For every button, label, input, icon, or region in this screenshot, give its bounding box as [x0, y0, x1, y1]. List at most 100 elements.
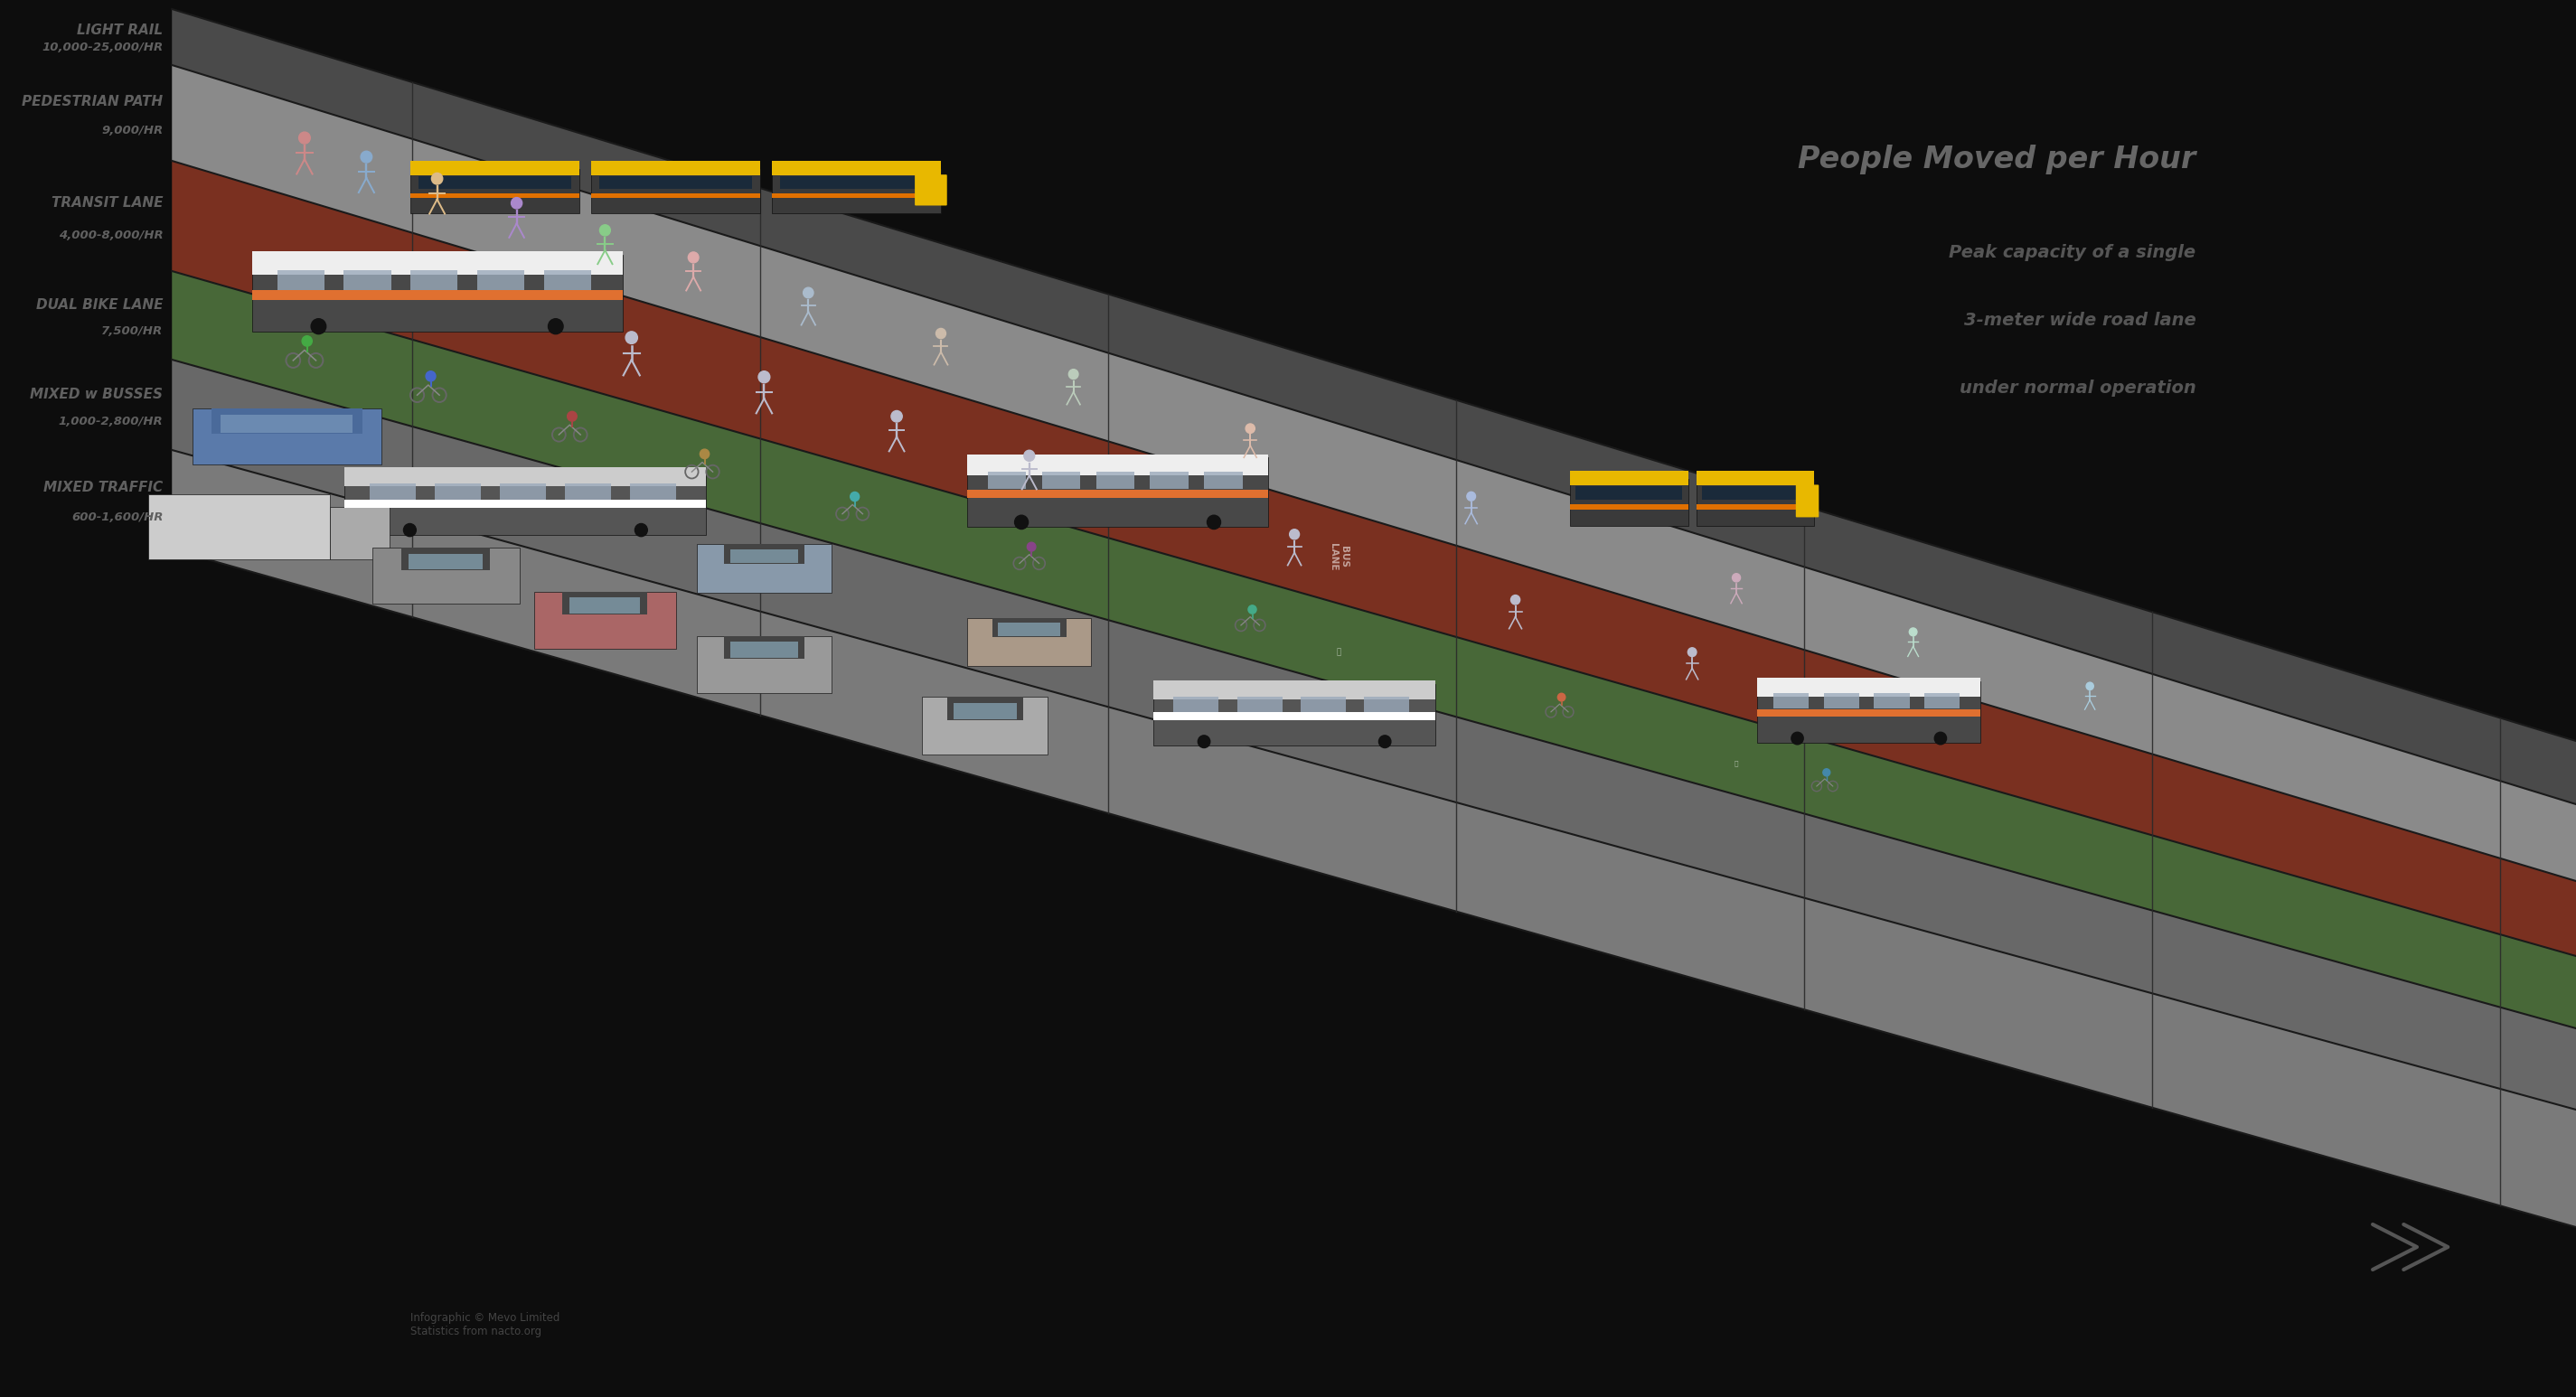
Bar [969, 454, 1267, 475]
Circle shape [1731, 574, 1741, 583]
Circle shape [1378, 735, 1391, 747]
Bar [1095, 472, 1133, 489]
Bar [992, 617, 1066, 637]
Bar [1772, 693, 1808, 708]
Polygon shape [173, 450, 2576, 1227]
Bar [564, 483, 611, 499]
Bar [1695, 504, 1814, 510]
Text: 1,000-2,800/HR: 1,000-2,800/HR [59, 415, 162, 427]
Bar [149, 495, 330, 559]
Bar [368, 483, 415, 499]
Text: under normal operation: under normal operation [1960, 380, 2195, 397]
Bar [330, 507, 389, 559]
Bar [773, 169, 940, 214]
Bar [252, 256, 623, 331]
Bar [420, 176, 572, 189]
Polygon shape [173, 8, 2576, 805]
Bar [345, 471, 706, 535]
Bar [969, 489, 1267, 497]
Text: 🚲: 🚲 [1734, 760, 1739, 767]
Text: 10,000-25,000/HR: 10,000-25,000/HR [41, 42, 162, 53]
Circle shape [1291, 529, 1298, 539]
Bar [1757, 710, 1981, 717]
Bar [410, 553, 482, 569]
Circle shape [935, 328, 945, 338]
Circle shape [1466, 492, 1476, 500]
Text: 600-1,600/HR: 600-1,600/HR [72, 511, 162, 524]
Circle shape [757, 372, 770, 383]
Bar [1569, 479, 1687, 525]
Bar [1154, 680, 1435, 700]
Bar [410, 169, 580, 214]
Bar [562, 592, 647, 615]
Bar [1824, 693, 1860, 708]
Bar [696, 636, 832, 693]
Polygon shape [173, 66, 2576, 882]
Bar [1569, 504, 1687, 510]
Bar [477, 271, 526, 289]
Circle shape [1935, 732, 1947, 745]
Bar [544, 271, 590, 289]
Polygon shape [173, 359, 2576, 1109]
Circle shape [1824, 768, 1829, 777]
Circle shape [301, 335, 312, 346]
Bar [1924, 693, 1960, 708]
Bar [629, 483, 675, 499]
Circle shape [1510, 595, 1520, 605]
Bar [252, 291, 623, 299]
Bar [410, 193, 580, 198]
Bar [1695, 471, 1814, 486]
Text: TRANSIT LANE: TRANSIT LANE [52, 196, 162, 210]
Circle shape [567, 412, 577, 422]
Text: 3-meter wide road lane: 3-meter wide road lane [1963, 312, 2195, 328]
FancyBboxPatch shape [1795, 485, 1819, 517]
Text: MIXED TRAFFIC: MIXED TRAFFIC [44, 481, 162, 495]
Bar [402, 548, 489, 570]
Circle shape [1558, 693, 1566, 701]
Bar [500, 483, 546, 499]
Circle shape [1790, 732, 1803, 745]
Bar [1203, 472, 1242, 489]
Circle shape [361, 151, 371, 162]
Bar [345, 467, 706, 486]
Bar [1154, 712, 1435, 719]
Circle shape [1015, 515, 1028, 529]
Bar [252, 251, 623, 274]
Text: BUS
LANE: BUS LANE [1329, 543, 1347, 571]
Bar [410, 271, 459, 289]
Bar [590, 169, 760, 214]
Circle shape [634, 524, 647, 536]
Text: 🚲: 🚲 [1337, 648, 1342, 657]
Bar [1873, 693, 1909, 708]
Circle shape [688, 251, 698, 263]
Circle shape [1247, 423, 1255, 433]
Bar [1041, 472, 1079, 489]
Circle shape [404, 524, 417, 536]
Text: PEDESTRIAN PATH: PEDESTRIAN PATH [23, 95, 162, 108]
Bar [1175, 696, 1218, 712]
Circle shape [1249, 605, 1257, 613]
Bar [1365, 696, 1409, 712]
Bar [222, 415, 353, 433]
Circle shape [312, 319, 327, 334]
Bar [1703, 486, 1808, 500]
Text: LIGHT RAIL: LIGHT RAIL [77, 24, 162, 38]
Circle shape [1069, 369, 1079, 379]
Bar [732, 641, 799, 658]
Bar [1301, 696, 1345, 712]
Circle shape [804, 288, 814, 298]
Bar [211, 409, 363, 434]
Bar [569, 598, 641, 613]
Bar [1695, 479, 1814, 525]
Bar [435, 483, 482, 499]
Text: 4,000-8,000/HR: 4,000-8,000/HR [59, 231, 162, 242]
Bar [343, 271, 392, 289]
Circle shape [1198, 735, 1211, 747]
Bar [922, 697, 1048, 754]
Polygon shape [173, 271, 2576, 1028]
Text: People Moved per Hour: People Moved per Hour [1798, 144, 2195, 175]
Circle shape [2087, 682, 2094, 690]
Circle shape [600, 225, 611, 236]
Bar [987, 472, 1025, 489]
Bar [193, 409, 381, 464]
